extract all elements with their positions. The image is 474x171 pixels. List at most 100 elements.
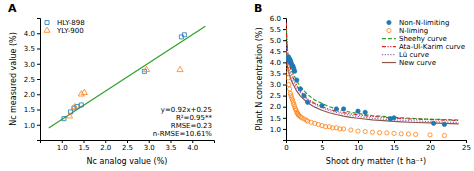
- y-tick: 1.5: [24, 106, 40, 114]
- y-tick: 2.5: [24, 76, 40, 84]
- x-tick-mark: [466, 140, 467, 143]
- x-tick: 0: [284, 140, 288, 152]
- x-tick-label: 15: [390, 144, 399, 152]
- legend-label: N-liming: [399, 27, 428, 35]
- legend-symbol: [44, 27, 50, 32]
- y-tick-mark: [37, 33, 40, 34]
- plot-area: [286, 22, 459, 137]
- point: [81, 89, 87, 94]
- annotation: n-RMSE=10.61%: [153, 130, 213, 138]
- y-tick-label: 3.5: [24, 45, 35, 53]
- y-tick-mark: [283, 107, 286, 108]
- legend: HLY-898YLY-900: [44, 19, 85, 35]
- y-tick: 3.5: [24, 45, 40, 53]
- x-tick-mark: [430, 140, 431, 143]
- legend-symbol: [382, 46, 396, 47]
- point: [341, 127, 345, 131]
- point: [320, 104, 324, 108]
- point: [302, 94, 306, 98]
- y-tick: 5.5: [270, 26, 286, 34]
- y-tick-label: 2.0: [270, 103, 281, 111]
- x-tick-mark: [358, 140, 359, 143]
- x-tick-label: 0: [284, 144, 288, 152]
- point: [305, 100, 309, 104]
- legend-item: Lü curve: [382, 51, 429, 59]
- x-tick-mark: [105, 140, 106, 143]
- x-tick-mark: [62, 140, 63, 143]
- x-tick: 3.0: [144, 140, 155, 152]
- x-tick-mark: [192, 140, 193, 143]
- y-tick-label: 5.0: [270, 37, 281, 45]
- y-tick: 3.0: [270, 81, 286, 89]
- y-tick-label: 4.0: [24, 30, 35, 38]
- y-axis-line: [37, 19, 41, 141]
- x-tick: 4.0: [187, 140, 198, 152]
- point: [287, 87, 291, 91]
- point: [79, 103, 83, 107]
- y-tick-mark: [37, 64, 40, 65]
- legend-item: Non-N-limiting: [387, 19, 450, 27]
- y-tick: 2.5: [270, 92, 286, 100]
- y-tick: 4.5: [270, 48, 286, 56]
- y-tick-label: 1.0: [24, 121, 35, 129]
- point: [356, 109, 360, 113]
- legend-label: Lü curve: [399, 51, 429, 59]
- y-tick-label: 1.5: [24, 106, 35, 114]
- legend-item: Ata-Ul-Karim curve: [382, 43, 465, 51]
- x-axis: 0510152025: [284, 140, 471, 152]
- x-tick-label: 4.0: [187, 144, 198, 152]
- x-tick: 15: [390, 140, 399, 152]
- legend-label: YLY-900: [56, 27, 84, 35]
- x-tick: 10: [354, 140, 363, 152]
- x-axis-line: [287, 141, 467, 144]
- y-tick-mark: [37, 94, 40, 95]
- point: [144, 66, 150, 71]
- x-tick-mark: [84, 140, 85, 143]
- x-tick-label: 20: [426, 144, 435, 152]
- x-tick: 20: [426, 140, 435, 152]
- y-axis: 1.0 1.5 2.0 2.5 3.0 3.5 4.0: [24, 19, 41, 141]
- y-tick-mark: [283, 62, 286, 63]
- point: [287, 82, 291, 86]
- point: [428, 133, 432, 137]
- point: [341, 107, 345, 111]
- x-axis-title: Nc analog value (%): [87, 157, 168, 166]
- legend: Non-N-limitingN-limingSheehy curveAta-Ul…: [382, 19, 465, 67]
- x-axis-title: Shoot dry matter (t ha⁻¹): [326, 157, 426, 166]
- x-tick-mark: [149, 140, 150, 143]
- x-tick-mark: [394, 140, 395, 143]
- y-tick-mark: [283, 18, 286, 19]
- y-tick-label: 4.0: [270, 59, 281, 67]
- panel: 1.01.52.02.53.03.54.01.01.52.02.53.03.54…: [8, 2, 215, 166]
- point: [286, 76, 290, 80]
- title: B: [254, 2, 262, 15]
- y-tick-label: 2.5: [24, 76, 35, 84]
- y-axis-line: [283, 19, 287, 141]
- x-tick-label: 1.0: [57, 144, 68, 152]
- x-tick: 2.5: [122, 140, 133, 152]
- y-tick-label: 5.5: [270, 26, 281, 34]
- y-tick: 1.0: [270, 126, 286, 134]
- y-tick-label: 3.0: [24, 60, 35, 68]
- x-tick-mark: [171, 140, 172, 143]
- x-tick: 1.5: [78, 140, 89, 152]
- series-line: [286, 45, 458, 123]
- point: [442, 133, 446, 137]
- point: [295, 78, 299, 82]
- y-tick-label: 2.0: [24, 91, 35, 99]
- y-tick: 1.0: [24, 121, 40, 129]
- x-tick: 25: [462, 140, 471, 152]
- y-tick-mark: [37, 49, 40, 50]
- legend-symbol: [382, 62, 396, 63]
- x-axis: 1.01.52.02.53.03.54.0: [41, 140, 215, 152]
- point: [177, 66, 183, 71]
- x-tick-label: 2.5: [122, 144, 133, 152]
- annotation: y=0.92x+0.25: [161, 106, 212, 114]
- y-tick-mark: [283, 29, 286, 30]
- point: [182, 33, 186, 37]
- x-axis-line: [41, 141, 215, 144]
- y-tick: 4.0: [24, 30, 40, 38]
- chart: 1.01.52.02.53.03.54.01.01.52.02.53.03.54…: [0, 0, 474, 171]
- point: [363, 129, 367, 133]
- point: [399, 132, 403, 136]
